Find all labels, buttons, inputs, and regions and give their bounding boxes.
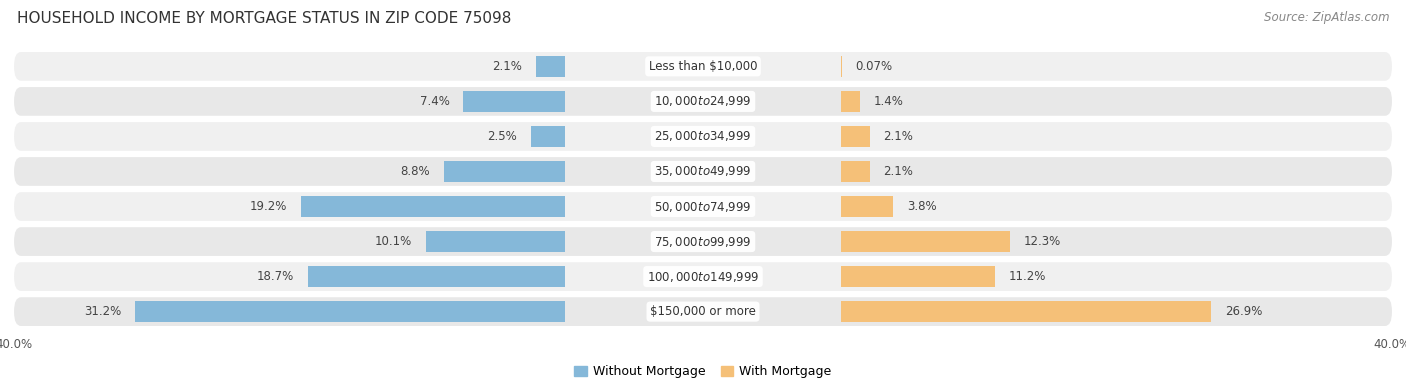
Text: Less than $10,000: Less than $10,000 bbox=[648, 60, 758, 73]
Bar bbox=[426, 231, 565, 253]
Bar bbox=[463, 91, 565, 112]
Bar bbox=[841, 301, 1212, 322]
Bar bbox=[531, 125, 565, 147]
Text: 8.8%: 8.8% bbox=[401, 165, 430, 178]
Text: $25,000 to $34,999: $25,000 to $34,999 bbox=[654, 129, 752, 143]
Text: 31.2%: 31.2% bbox=[84, 305, 121, 318]
Bar bbox=[135, 301, 565, 322]
Text: $10,000 to $24,999: $10,000 to $24,999 bbox=[654, 94, 752, 108]
Text: 0.07%: 0.07% bbox=[855, 60, 893, 73]
Bar bbox=[841, 196, 893, 217]
Text: 1.4%: 1.4% bbox=[875, 95, 904, 108]
Bar bbox=[536, 56, 565, 77]
Bar bbox=[841, 231, 1011, 253]
Text: 2.5%: 2.5% bbox=[488, 130, 517, 143]
Bar bbox=[841, 266, 995, 287]
Text: $35,000 to $49,999: $35,000 to $49,999 bbox=[654, 164, 752, 178]
FancyBboxPatch shape bbox=[14, 192, 1392, 221]
Text: $150,000 or more: $150,000 or more bbox=[650, 305, 756, 318]
FancyBboxPatch shape bbox=[14, 52, 1392, 81]
Bar bbox=[444, 161, 565, 182]
Text: 12.3%: 12.3% bbox=[1024, 235, 1062, 248]
Bar bbox=[308, 266, 565, 287]
Text: 2.1%: 2.1% bbox=[492, 60, 523, 73]
Text: 26.9%: 26.9% bbox=[1225, 305, 1263, 318]
Text: HOUSEHOLD INCOME BY MORTGAGE STATUS IN ZIP CODE 75098: HOUSEHOLD INCOME BY MORTGAGE STATUS IN Z… bbox=[17, 11, 512, 26]
Text: $100,000 to $149,999: $100,000 to $149,999 bbox=[647, 270, 759, 284]
FancyBboxPatch shape bbox=[14, 227, 1392, 256]
Text: 2.1%: 2.1% bbox=[883, 130, 914, 143]
FancyBboxPatch shape bbox=[14, 297, 1392, 326]
FancyBboxPatch shape bbox=[14, 157, 1392, 186]
Text: 10.1%: 10.1% bbox=[375, 235, 412, 248]
Text: 11.2%: 11.2% bbox=[1010, 270, 1046, 283]
Legend: Without Mortgage, With Mortgage: Without Mortgage, With Mortgage bbox=[574, 365, 832, 378]
Text: 7.4%: 7.4% bbox=[419, 95, 450, 108]
FancyBboxPatch shape bbox=[14, 122, 1392, 151]
Text: 19.2%: 19.2% bbox=[249, 200, 287, 213]
Text: $75,000 to $99,999: $75,000 to $99,999 bbox=[654, 235, 752, 249]
FancyBboxPatch shape bbox=[14, 87, 1392, 116]
Text: 18.7%: 18.7% bbox=[256, 270, 294, 283]
FancyBboxPatch shape bbox=[14, 262, 1392, 291]
Text: 2.1%: 2.1% bbox=[883, 165, 914, 178]
Bar bbox=[841, 161, 870, 182]
Text: 3.8%: 3.8% bbox=[907, 200, 936, 213]
Bar bbox=[841, 91, 860, 112]
Bar bbox=[841, 125, 870, 147]
Text: Source: ZipAtlas.com: Source: ZipAtlas.com bbox=[1264, 11, 1389, 24]
Text: $50,000 to $74,999: $50,000 to $74,999 bbox=[654, 200, 752, 214]
Bar bbox=[301, 196, 565, 217]
